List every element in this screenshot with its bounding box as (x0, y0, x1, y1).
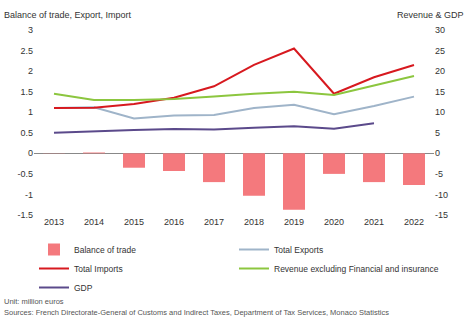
svg-text:Balance of trade: Balance of trade (74, 245, 136, 255)
svg-text:15: 15 (435, 87, 445, 97)
svg-text:2014: 2014 (84, 217, 104, 227)
svg-text:Sources: French Directorate-Ge: Sources: French Directorate-General of C… (4, 308, 389, 317)
svg-text:Revenue excluding Financial an: Revenue excluding Financial and insuranc… (274, 264, 439, 274)
svg-text:3: 3 (28, 25, 33, 35)
svg-text:2013: 2013 (44, 217, 64, 227)
svg-text:2022: 2022 (404, 217, 424, 227)
svg-text:-1.5: -1.5 (17, 210, 33, 220)
svg-text:Unit: million euros: Unit: million euros (4, 297, 64, 306)
svg-text:1.5: 1.5 (20, 87, 33, 97)
svg-text:-5: -5 (435, 169, 443, 179)
svg-text:2015: 2015 (124, 217, 144, 227)
svg-text:Balance of trade, Export, Impo: Balance of trade, Export, Import (4, 10, 132, 20)
svg-text:2.5: 2.5 (20, 46, 33, 56)
svg-text:0: 0 (28, 148, 33, 158)
svg-text:30: 30 (435, 25, 445, 35)
svg-text:20: 20 (435, 66, 445, 76)
svg-text:10: 10 (435, 107, 445, 117)
svg-text:2017: 2017 (204, 217, 224, 227)
svg-text:-10: -10 (435, 190, 448, 200)
svg-text:2020: 2020 (324, 217, 344, 227)
svg-text:2021: 2021 (364, 217, 384, 227)
svg-text:2018: 2018 (244, 217, 264, 227)
svg-text:Total Exports: Total Exports (274, 245, 323, 255)
svg-text:2: 2 (28, 66, 33, 76)
svg-text:0: 0 (435, 148, 440, 158)
svg-text:GDP: GDP (74, 283, 93, 293)
svg-text:-0.5: -0.5 (17, 169, 33, 179)
svg-text:Total Imports: Total Imports (74, 264, 123, 274)
svg-text:-15: -15 (435, 210, 448, 220)
svg-text:-1: -1 (25, 190, 33, 200)
svg-text:2016: 2016 (164, 217, 184, 227)
svg-text:1: 1 (28, 107, 33, 117)
svg-text:25: 25 (435, 46, 445, 56)
svg-text:Revenue & GDP: Revenue & GDP (397, 10, 464, 20)
svg-text:0.5: 0.5 (20, 128, 33, 138)
svg-text:2019: 2019 (284, 217, 304, 227)
svg-text:5: 5 (435, 128, 440, 138)
